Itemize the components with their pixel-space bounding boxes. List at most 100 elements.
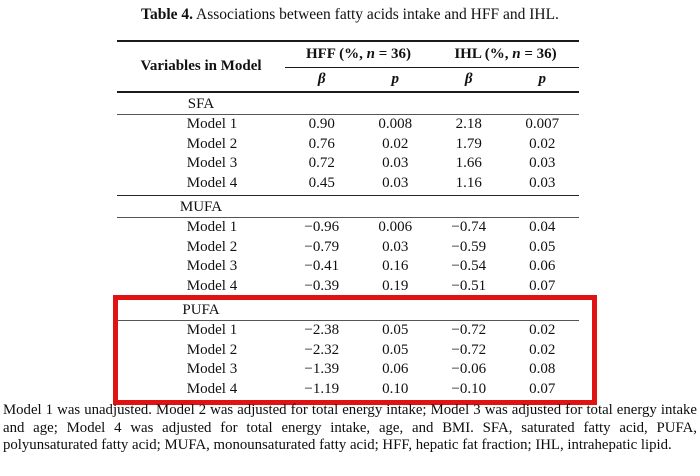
section-label: SFA [187, 96, 215, 112]
section-label: MUFA [179, 199, 223, 215]
value-cell: −1.39 [304, 361, 340, 377]
value-cell: 0.05 [382, 322, 409, 338]
value-cell: −0.72 [451, 341, 487, 358]
table-row: Model 2 −2.32 0.05 −0.72 0.02 [117, 341, 579, 361]
value-cell: 0.02 [529, 135, 556, 152]
value-cell: 0.02 [382, 135, 409, 152]
column-group-row: HFF (%, n = 36) IHL (%, n = 36) [285, 42, 579, 68]
column-header-variables: Variables in Model [140, 58, 262, 74]
value-cell: −0.54 [451, 258, 487, 274]
value-cell: 0.03 [382, 155, 409, 171]
row-label: Model 3 [186, 258, 238, 274]
results-table: Variables in Model HFF (%, n = 36) IHL (… [117, 40, 579, 402]
column-group-ihl-n: n [512, 46, 521, 62]
table-row: Model 1 0.90 0.008 2.18 0.007 [117, 115, 579, 135]
row-label: Model 4 [186, 174, 238, 191]
section-label-row: SFA [117, 93, 579, 115]
column-header-beta-ihl: β [464, 71, 473, 87]
table-row: Model 3 −0.41 0.16 −0.54 0.06 [117, 257, 579, 277]
value-cell: −0.74 [451, 219, 487, 235]
column-group-ihl-post: = 36) [520, 46, 557, 62]
table-section-pufa: PUFA Model 1 −2.38 0.05 −0.72 0.02 Model 2 −2.3… [117, 299, 579, 402]
value-cell: 0.02 [529, 341, 556, 358]
value-cell: 0.02 [529, 322, 556, 338]
value-cell: 0.08 [529, 361, 556, 377]
value-cell: −0.10 [451, 380, 487, 397]
section-label: PUFA [182, 302, 220, 318]
table-row: Model 1 −0.96 0.006 −0.74 0.04 [117, 218, 579, 238]
row-label: Model 1 [186, 322, 238, 338]
column-header-p-hff: p [391, 71, 400, 87]
row-label: Model 3 [186, 361, 238, 377]
table-row: Model 4 0.45 0.03 1.16 0.03 [117, 174, 579, 194]
table-sections: SFA Model 1 0.90 0.008 2.18 0.007 Model 2 0.76 0… [117, 93, 579, 402]
column-group-hff-pre: HFF (%, [305, 46, 367, 62]
row-label: Model 2 [186, 238, 238, 255]
table-header: Variables in Model HFF (%, n = 36) IHL (… [117, 40, 579, 93]
value-cell: 0.19 [382, 277, 409, 294]
value-cell: 0.90 [308, 116, 335, 132]
value-cell: −0.96 [304, 219, 340, 235]
table-row: Model 2 −0.79 0.03 −0.59 0.05 [117, 238, 579, 258]
column-group-hff-n: n [366, 46, 375, 62]
value-cell: 0.007 [525, 116, 560, 132]
row-label: Model 2 [186, 341, 238, 358]
column-group-hff: HFF (%, n = 36) [285, 46, 432, 63]
table-row: Model 3 0.72 0.03 1.66 0.03 [117, 154, 579, 174]
section-label-row: MUFA [117, 196, 579, 218]
row-label: Model 4 [186, 277, 238, 294]
row-label: Model 1 [186, 219, 238, 235]
table-row: Model 1 −2.38 0.05 −0.72 0.02 [117, 321, 579, 341]
value-cell: 0.72 [308, 155, 335, 171]
value-cell: −0.51 [451, 277, 487, 294]
row-label: Model 1 [186, 116, 238, 132]
value-cell: 0.76 [308, 135, 335, 152]
value-cell: −0.79 [304, 238, 340, 255]
column-group-hff-post: = 36) [374, 46, 412, 62]
value-cell: 1.66 [455, 155, 482, 171]
table-caption: Table 4. Associations between fatty acid… [0, 5, 700, 25]
table-row: Model 4 −1.19 0.10 −0.10 0.07 [117, 380, 579, 400]
table-section-mufa: MUFA Model 1 −0.96 0.006 −0.74 0.04 Model 2 −0.… [117, 196, 579, 299]
value-cell: 0.05 [529, 238, 556, 255]
value-cell: −2.32 [304, 341, 340, 358]
row-label: Model 3 [186, 155, 238, 171]
value-cell: 0.05 [382, 341, 409, 358]
value-cell: −1.19 [304, 380, 340, 397]
value-cell: 0.06 [382, 361, 409, 377]
column-header-p-ihl: p [538, 71, 547, 87]
table-footnote: Model 1 was unadjusted. Model 2 was adju… [3, 402, 697, 454]
row-label: Model 4 [186, 380, 238, 397]
value-cell: −0.59 [451, 238, 487, 255]
column-header-beta-hff: β [317, 71, 326, 87]
value-cell: 0.06 [529, 258, 556, 274]
value-cell: 0.006 [378, 219, 413, 235]
table-caption-text: Associations between fatty acids intake … [193, 6, 559, 23]
value-cell: 0.03 [382, 238, 409, 255]
value-cell: 0.03 [529, 174, 556, 191]
value-cell: 0.008 [378, 116, 413, 132]
value-cell: 0.10 [382, 380, 409, 397]
table-header-right: HFF (%, n = 36) IHL (%, n = 36) β p β p [285, 42, 579, 91]
table-row: Model 2 0.76 0.02 1.79 0.02 [117, 135, 579, 155]
table-row: Model 3 −1.39 0.06 −0.06 0.08 [117, 360, 579, 380]
value-cell: 0.07 [529, 380, 556, 397]
column-group-ihl-pre: IHL (%, [454, 46, 513, 62]
value-cell: −0.06 [451, 361, 487, 377]
row-label: Model 2 [186, 135, 238, 152]
column-group-ihl: IHL (%, n = 36) [432, 46, 579, 63]
value-cell: −0.39 [304, 277, 340, 294]
section-label-row: PUFA [117, 299, 579, 321]
value-cell: 0.03 [529, 155, 556, 171]
value-cell: 2.18 [455, 116, 482, 132]
value-cell: −0.72 [451, 322, 487, 338]
value-cell: 1.16 [455, 174, 482, 191]
value-cell: 0.45 [308, 174, 335, 191]
table-row: Model 4 −0.39 0.19 −0.51 0.07 [117, 277, 579, 297]
value-cell: 1.79 [455, 135, 482, 152]
table-section-sfa: SFA Model 1 0.90 0.008 2.18 0.007 Model 2 0.76 0… [117, 93, 579, 196]
column-subheader-row: β p β p [285, 68, 579, 91]
value-cell: 0.03 [382, 174, 409, 191]
table-caption-number: Table 4. [141, 6, 194, 23]
